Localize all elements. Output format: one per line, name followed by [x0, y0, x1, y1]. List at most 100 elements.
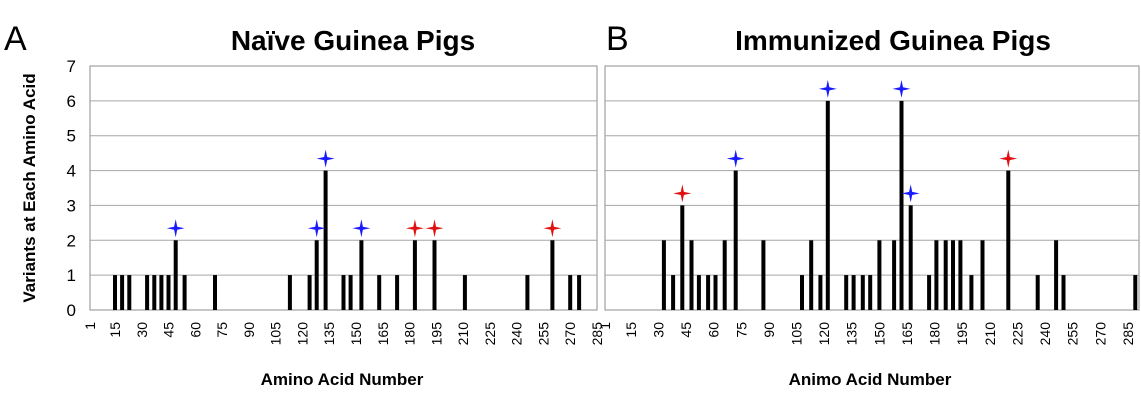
bar	[395, 275, 400, 310]
bar	[550, 240, 555, 310]
bar	[800, 275, 804, 310]
bar	[877, 240, 882, 310]
panel-a-letter: A	[4, 20, 27, 58]
blue-star-marker	[166, 219, 185, 238]
blue-star-marker	[316, 149, 335, 168]
bar	[680, 205, 685, 310]
bar	[809, 240, 814, 310]
bar	[696, 275, 701, 310]
x-tick-label: 225	[482, 322, 498, 346]
bar	[1133, 275, 1138, 310]
x-tick-label: 15	[107, 322, 123, 338]
bar	[341, 275, 346, 310]
x-tick-label: 255	[535, 322, 551, 346]
bar	[689, 240, 694, 310]
bar	[307, 275, 312, 310]
bar	[127, 275, 132, 310]
red-star-marker	[425, 219, 444, 238]
bar	[1006, 170, 1011, 310]
blue-star-marker	[818, 79, 837, 98]
y-tick-label: 3	[67, 196, 76, 215]
x-tick-label: 90	[761, 322, 777, 338]
red-star-marker	[673, 184, 692, 203]
panel-a-x-axis-label: Amino Acid Number	[261, 370, 424, 389]
bar	[908, 205, 913, 310]
x-tick-label: 45	[161, 322, 177, 338]
bar	[213, 275, 217, 310]
bar	[323, 170, 328, 310]
bar	[851, 275, 856, 310]
x-tick-label: 150	[871, 322, 887, 346]
x-tick-label: 45	[678, 322, 694, 338]
x-tick-label: 135	[321, 322, 337, 346]
x-tick-label: 60	[706, 322, 722, 338]
bar	[860, 275, 865, 310]
x-tick-label: 135	[844, 322, 860, 346]
x-tick-label: 30	[650, 322, 666, 338]
blue-star-marker	[901, 184, 920, 203]
bar	[1061, 275, 1066, 310]
y-tick-label: 1	[67, 266, 76, 285]
y-axis-label: Variants at Each Amino Acid	[20, 73, 39, 302]
panel-b-letter: B	[606, 20, 629, 58]
plot-area-a	[89, 65, 598, 311]
y-tick-label: 6	[67, 92, 76, 111]
x-tick-label: 75	[214, 322, 230, 338]
blue-star-marker	[892, 79, 911, 98]
x-tick-label: 1	[82, 322, 98, 330]
x-tick-label: 1	[597, 322, 613, 330]
bar	[761, 240, 766, 310]
panel-b: B Immunized Guinea Pigs Animo Acid Numbe…	[597, 20, 1140, 389]
bar	[432, 240, 437, 310]
x-tick-label: 30	[134, 322, 150, 338]
bar	[899, 100, 904, 311]
red-star-marker	[999, 149, 1018, 168]
x-tick-label: 270	[1092, 322, 1108, 346]
red-star-marker	[543, 219, 562, 238]
bar	[348, 275, 353, 310]
bar	[733, 170, 738, 310]
bar	[713, 275, 718, 310]
x-tick-label: 180	[402, 322, 418, 346]
bar	[152, 275, 157, 310]
panel-a: A Naïve Guinea Pigs Amino Acid Number 01…	[4, 20, 605, 389]
panel-a-title: Naïve Guinea Pigs	[231, 25, 475, 56]
x-tick-label: 210	[455, 322, 471, 346]
x-tick-label: 165	[375, 322, 391, 346]
bar	[145, 275, 150, 310]
x-tick-label: 15	[623, 322, 639, 338]
bar	[958, 240, 963, 310]
bar	[173, 240, 178, 310]
x-tick-label: 105	[268, 322, 284, 346]
red-star-marker	[405, 219, 424, 238]
panel-b-x-axis-label: Animo Acid Number	[789, 370, 952, 389]
bar	[844, 275, 849, 310]
x-tick-label: 270	[562, 322, 578, 346]
bar	[671, 275, 676, 310]
y-tick-label: 7	[67, 57, 76, 76]
bar	[722, 240, 727, 310]
bar	[113, 275, 117, 310]
y-tick-label: 5	[67, 127, 76, 146]
x-tick-label: 180	[927, 322, 943, 346]
x-tick-label: 255	[1065, 322, 1081, 346]
x-tick-label: 285	[1120, 322, 1136, 346]
x-tick-label: 240	[509, 322, 525, 346]
bar	[934, 240, 939, 310]
bar	[980, 240, 985, 310]
bar	[1054, 240, 1059, 310]
bar	[661, 240, 666, 310]
plot-area-b	[604, 65, 1140, 311]
x-tick-label: 120	[294, 322, 310, 346]
bar	[182, 275, 187, 310]
x-tick-label: 195	[954, 322, 970, 346]
blue-star-marker	[307, 219, 326, 238]
bar	[943, 240, 948, 310]
bar	[825, 100, 830, 311]
bar	[166, 275, 171, 310]
y-tick-label: 2	[67, 231, 76, 250]
bar	[818, 275, 823, 310]
bar	[462, 275, 467, 310]
bar	[412, 240, 417, 310]
